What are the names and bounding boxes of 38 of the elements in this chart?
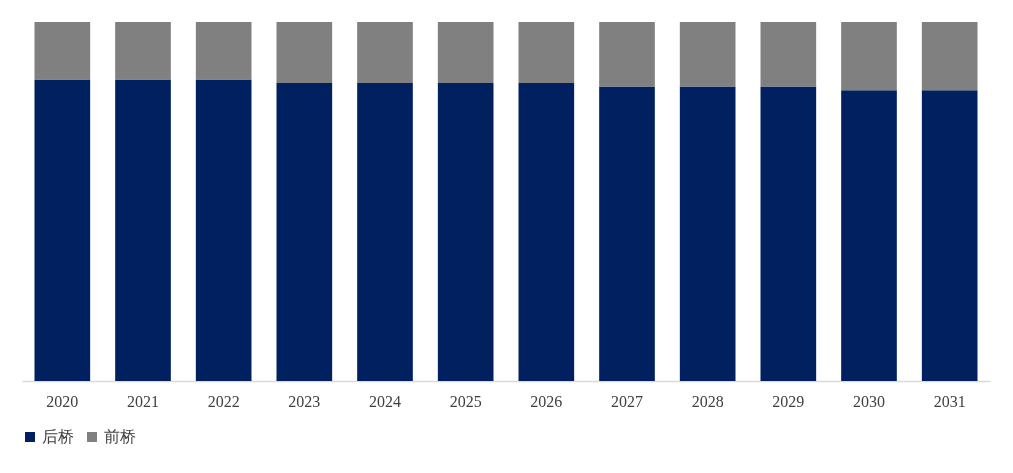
x-tick-label: 2022: [207, 392, 240, 410]
bar: [841, 22, 897, 91]
bar: [921, 90, 978, 381]
bar: [34, 79, 91, 381]
bar: [115, 22, 171, 80]
bar: [760, 22, 817, 87]
x-tick-label: 2023: [288, 392, 321, 410]
bar: [115, 79, 171, 381]
bar: [195, 22, 252, 80]
bar: [518, 83, 575, 381]
bar: [357, 22, 413, 84]
bar: [921, 22, 978, 91]
bar: [34, 22, 91, 80]
bar: [276, 83, 333, 381]
bar: [437, 22, 494, 84]
bar: [760, 86, 817, 381]
x-tick-label: 2020: [46, 392, 79, 410]
legend-label: 前桥: [104, 427, 136, 446]
bar: [599, 86, 655, 381]
bar: [276, 22, 333, 84]
x-tick-label: 2025: [449, 392, 482, 410]
x-tick-label: 2029: [772, 392, 805, 410]
bar: [357, 83, 413, 381]
bar: [599, 22, 655, 87]
x-tick-label: 2028: [691, 392, 724, 410]
x-tick-label: 2031: [933, 392, 966, 410]
bar: [518, 22, 575, 84]
legend-label: 后桥: [42, 427, 74, 446]
x-tick-label: 2024: [369, 392, 401, 410]
bar: [195, 79, 252, 381]
x-tick-label: 2027: [611, 392, 643, 410]
x-tick-label: 2030: [853, 392, 885, 410]
x-tick-label: 2021: [127, 392, 159, 410]
x-tick-label: 2026: [530, 392, 563, 410]
bar: [437, 83, 494, 381]
bar: [679, 22, 736, 87]
bar: [679, 86, 736, 381]
bar: [841, 90, 897, 381]
